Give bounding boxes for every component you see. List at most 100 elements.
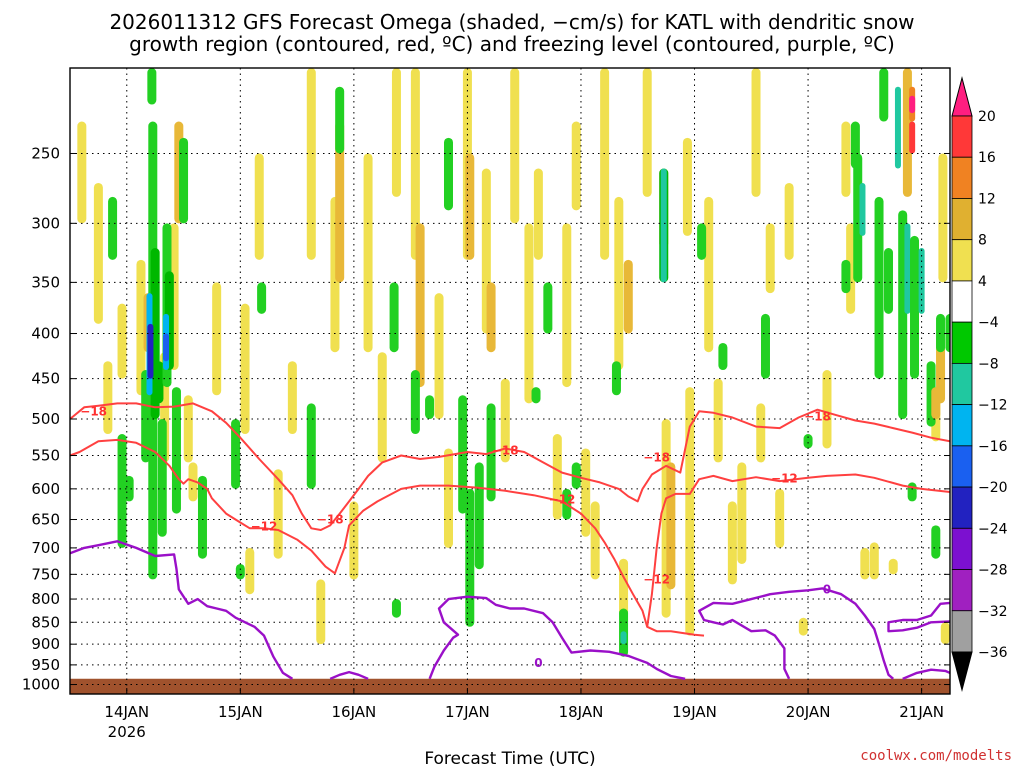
colorbar-label: 4 — [978, 274, 987, 290]
dgz-contour-line — [70, 402, 950, 531]
y-tick-label: 400 — [31, 325, 60, 343]
dgz-contour-label: −18 — [492, 444, 519, 458]
omega-blob — [434, 293, 444, 420]
freezing-contour-line — [698, 587, 894, 680]
y-tick-label: 900 — [31, 635, 60, 653]
omega-blob — [335, 86, 345, 154]
gridlines — [70, 68, 950, 694]
y-tick-label: 850 — [31, 613, 60, 631]
omega-blob — [775, 488, 785, 548]
chart-title-line2: growth region (contoured, red, ºC) and f… — [129, 32, 895, 56]
omega-blob — [124, 475, 134, 502]
colorbar-bin — [951, 445, 973, 488]
dgz-contour-line — [646, 473, 950, 627]
colorbar-bin — [951, 610, 973, 653]
colorbar-bin — [951, 198, 973, 241]
plot-frame — [69, 67, 951, 695]
colorbar-bin — [951, 239, 973, 282]
colorbar-label: −32 — [978, 604, 1008, 620]
omega-blob — [93, 182, 103, 324]
omega-blob — [391, 599, 401, 618]
freezing-contour-label: 0 — [823, 582, 831, 596]
omega-blob — [136, 259, 146, 396]
colorbar-bin — [951, 404, 973, 447]
y-tick-label: 300 — [31, 214, 60, 232]
dgz-contour-label: −18 — [317, 513, 344, 527]
omega-blob — [803, 434, 813, 449]
omega-blob — [377, 352, 387, 463]
y-tick-label: 1000 — [22, 676, 60, 694]
omega-blob — [756, 403, 766, 463]
y-tick-label: 500 — [31, 410, 60, 428]
dgz-contour-label: −18 — [643, 451, 670, 465]
x-tick-label: 14JAN — [104, 703, 149, 721]
omega-blob — [931, 525, 941, 559]
y-tick-label: 250 — [31, 144, 60, 162]
omega-blob — [531, 387, 541, 404]
omega-blob — [257, 282, 267, 314]
omega-blob — [765, 223, 775, 294]
x-tick-label: 19JAN — [672, 703, 717, 721]
dgz-contour-line — [70, 438, 705, 637]
y-tick-label: 700 — [31, 539, 60, 557]
omega-blob — [415, 223, 425, 388]
colorbar-label: 16 — [978, 150, 996, 166]
dgz-contour-label: −12 — [771, 472, 798, 486]
omega-blob — [410, 370, 420, 435]
dgz-contour-label: −18 — [80, 404, 107, 418]
omega-blob — [874, 196, 884, 379]
x-tick-label: 21JAN — [899, 703, 944, 721]
x-tick-label: 20JAN — [786, 703, 831, 721]
omega-blob — [879, 68, 889, 122]
omega-blob — [212, 282, 222, 396]
colorbar-label: −12 — [978, 398, 1008, 414]
colorbar-bin — [951, 156, 973, 199]
omega-blob — [103, 361, 113, 435]
omega-blob — [938, 153, 948, 283]
omega-blob — [254, 153, 264, 260]
freezing-contour-line — [902, 668, 950, 680]
omega-blob — [316, 579, 326, 645]
colorbar-label: −36 — [978, 645, 1008, 661]
omega-blob — [188, 462, 198, 502]
omega-blob — [798, 617, 808, 636]
watermark: coolwx.com/modelts — [860, 748, 1012, 764]
omega-blob — [524, 223, 534, 404]
omega-blob — [363, 153, 373, 353]
omega-blob — [685, 387, 695, 636]
y-tick-label: 950 — [31, 656, 60, 674]
omega-blob — [888, 558, 898, 575]
freezing-contour-line — [70, 540, 294, 680]
omega-blob — [682, 137, 692, 236]
ground-layer — [70, 678, 950, 694]
omega-blob — [533, 168, 543, 260]
x-tick-label: 18JAN — [559, 703, 604, 721]
y-tick-label: 550 — [31, 447, 60, 465]
omega-blob — [713, 378, 723, 463]
omega-blob — [197, 475, 207, 559]
omega-blob — [841, 121, 851, 197]
omega-blob — [410, 68, 420, 260]
y-tick-label: 800 — [31, 590, 60, 608]
omega-blob — [77, 121, 87, 224]
omega-blob — [147, 323, 154, 379]
omega-blob — [910, 235, 920, 379]
freezing-contour-line — [428, 595, 686, 680]
colorbar-label: −20 — [978, 480, 1008, 496]
y-tick-label: 450 — [31, 370, 60, 388]
omega-blob — [822, 370, 832, 449]
omega-blob — [179, 137, 189, 224]
omega-blob — [704, 196, 714, 353]
colorbar-bin — [951, 527, 973, 570]
omega-blob — [306, 68, 316, 260]
contours: −18 −12 −18 −18 −12 −18 −12 −18 −12 0 0 — [70, 402, 950, 680]
omega-blob — [614, 196, 624, 371]
omega-blob — [117, 303, 127, 379]
omega-blob — [465, 488, 475, 627]
omega-blob — [620, 631, 627, 645]
omega-blob — [940, 622, 950, 645]
omega-blob — [660, 168, 667, 283]
omega-blob — [642, 68, 652, 197]
dgz-contour-label: −12 — [549, 493, 576, 507]
omega-blob — [918, 248, 925, 314]
